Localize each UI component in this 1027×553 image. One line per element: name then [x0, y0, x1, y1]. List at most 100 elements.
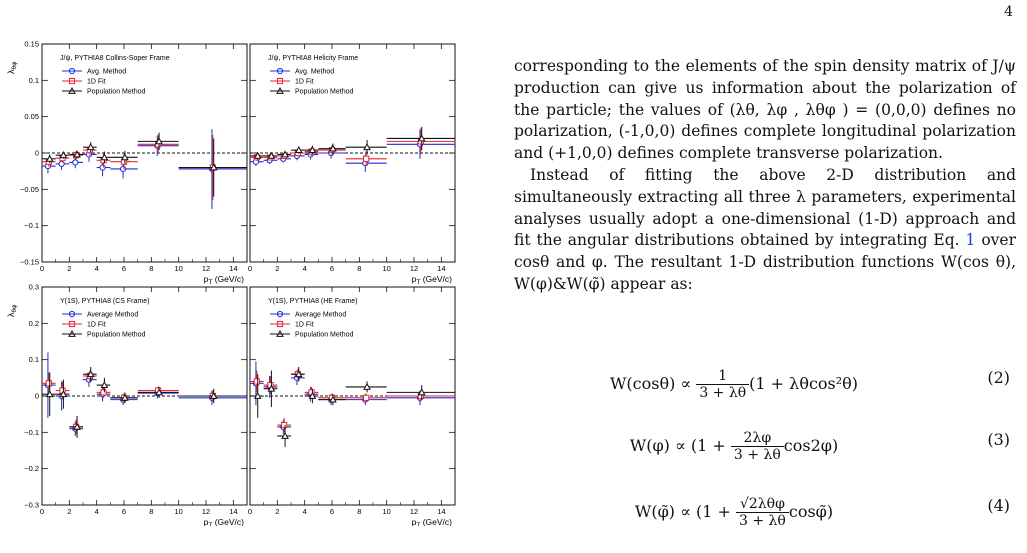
legend-label: Population Method	[295, 89, 353, 96]
equation-2-rhs: (1 + λθcos²θ)	[749, 374, 859, 393]
y-tick-label: −0.1	[24, 428, 39, 437]
y-tick-label: 0.05	[24, 112, 39, 121]
legend-marker-circle	[68, 310, 76, 318]
data-point-triangle	[45, 154, 54, 162]
data-point-triangle	[329, 395, 337, 403]
data-point-square	[363, 394, 370, 401]
data-point-triangle	[329, 144, 337, 152]
equation-3-denominator: 3 + λθ	[733, 447, 781, 463]
y-axis-label: λθφ	[6, 62, 18, 74]
legend-label: 1D Fit	[87, 79, 106, 86]
equation-4: W(φ̃) ∝ (1 + √2λθφ 3 + λθ cosφ̃) (4)	[514, 484, 1016, 534]
data-point-triangle	[308, 146, 317, 153]
x-tick-label: 10	[174, 264, 182, 273]
legend-marker-triangle	[68, 329, 76, 337]
equation-3-numerator: 2λφ	[730, 430, 784, 447]
x-tick-label: 2	[67, 507, 71, 516]
data-point-triangle	[417, 134, 426, 142]
data-point-triangle	[363, 382, 371, 390]
equation-2-numerator: 1	[696, 368, 750, 385]
series-fit	[250, 368, 455, 433]
y-tick-label: 0.1	[29, 355, 39, 364]
figure-polarization-panels: 0 2 4 6 8 10 12 14 0.15 0.1 0.05 0 −0.05 −0.1 −0.15 λθφ…	[6, 40, 456, 526]
data-point-triangle	[45, 390, 54, 398]
x-tick-label: 12	[410, 507, 418, 516]
x-tick-label: 6	[122, 264, 126, 273]
x-tick-label: 8	[357, 264, 361, 273]
x-tick-label: 8	[149, 264, 153, 273]
x-tick-label: 4	[95, 507, 99, 516]
x-axis-label-unit: (GeV/c)	[420, 517, 452, 526]
data-point-triangle	[267, 384, 276, 392]
x-axis-label-subscript: T	[416, 522, 420, 526]
data-point-square	[281, 421, 288, 429]
legend-marker-circle	[68, 67, 76, 75]
x-tick-label: 0	[40, 264, 44, 273]
y-tick-label: 0.2	[29, 319, 39, 328]
legend-marker-triangle	[276, 86, 284, 94]
x-axis-label: pT (GeV/c)	[412, 274, 453, 286]
data-point-triangle	[59, 390, 68, 398]
data-point-triangle	[155, 388, 163, 396]
data-point-square	[253, 378, 260, 385]
data-point-triangle	[121, 393, 129, 401]
x-axis-label-unit: (GeV/c)	[212, 517, 244, 526]
data-point-triangle	[73, 150, 81, 158]
x-tick-label: 2	[67, 264, 71, 273]
x-axis-label-unit: (GeV/c)	[420, 274, 452, 284]
data-point-square	[363, 155, 370, 162]
data-point-triangle	[209, 391, 218, 399]
x-tick-label: 12	[410, 264, 418, 273]
data-point-triangle	[294, 370, 303, 378]
x-tick-label: 10	[382, 507, 390, 516]
data-point-triangle	[73, 422, 81, 430]
legend-label: Avg. Method	[295, 69, 334, 76]
x-tick-label: 10	[382, 264, 390, 273]
x-tick-label: 0	[248, 264, 252, 273]
legend-marker-square	[276, 77, 284, 85]
x-tick-label: 4	[95, 264, 99, 273]
equation-4-rhs: cosφ̃)	[788, 502, 834, 521]
data-point-triangle	[253, 391, 262, 399]
x-tick-label: 6	[330, 264, 334, 273]
x-tick-label: 0	[40, 507, 44, 516]
series-pop	[250, 366, 455, 447]
y-tick-label: 0	[35, 392, 39, 401]
x-tick-label: 14	[229, 264, 237, 273]
equation-reference-link[interactable]: 1	[965, 231, 976, 250]
y-tick-label: −0.05	[20, 185, 39, 194]
series-pop	[42, 366, 247, 438]
x-tick-label: 2	[275, 264, 279, 273]
data-point-triangle	[86, 370, 95, 378]
body-text: corresponding to the elements of the spi…	[514, 56, 1016, 296]
x-tick-label: 6	[122, 507, 126, 516]
y-axis-label-subscript: θφ	[11, 305, 18, 313]
data-point-triangle	[308, 391, 317, 399]
data-point-triangle	[209, 163, 218, 171]
legend-marker-triangle	[68, 86, 76, 94]
series-pop	[42, 132, 247, 197]
legend-marker-triangle	[276, 329, 284, 337]
data-point-triangle	[363, 143, 371, 151]
equation-4-numerator: √2λθφ	[736, 496, 789, 513]
series-fit	[42, 370, 247, 435]
x-axis-label-unit: (GeV/c)	[212, 274, 244, 284]
equation-4-denominator: 3 + λθ	[739, 513, 786, 529]
y-tick-label: −0.3	[24, 501, 39, 510]
x-axis-label-subscript: T	[208, 522, 212, 526]
data-point-triangle	[281, 431, 289, 439]
data-point-circle	[58, 160, 65, 168]
y-axis-label: λθφ	[6, 305, 18, 317]
x-tick-label: 10	[174, 507, 182, 516]
x-tick-label: 12	[202, 507, 210, 516]
data-point-square	[100, 389, 107, 396]
chart-panel-ups-cs: 0 2 4 6 8 10 12 14 0.3 0.2 0.1 0 −0.1 −0.2 −0.3 λθφ pT (…	[6, 283, 248, 526]
panel-title: J/ψ, PYTHIA8 Helicity Frame	[268, 55, 358, 62]
equation-2-denominator: 3 + λθ	[699, 385, 747, 401]
equation-3-rhs: cos2φ)	[783, 436, 839, 455]
legend-label: Population Method	[87, 332, 145, 339]
x-tick-label: 8	[149, 507, 153, 516]
legend-marker-square	[68, 320, 76, 328]
legend-marker-circle	[276, 310, 284, 318]
x-tick-label: 14	[229, 507, 237, 516]
